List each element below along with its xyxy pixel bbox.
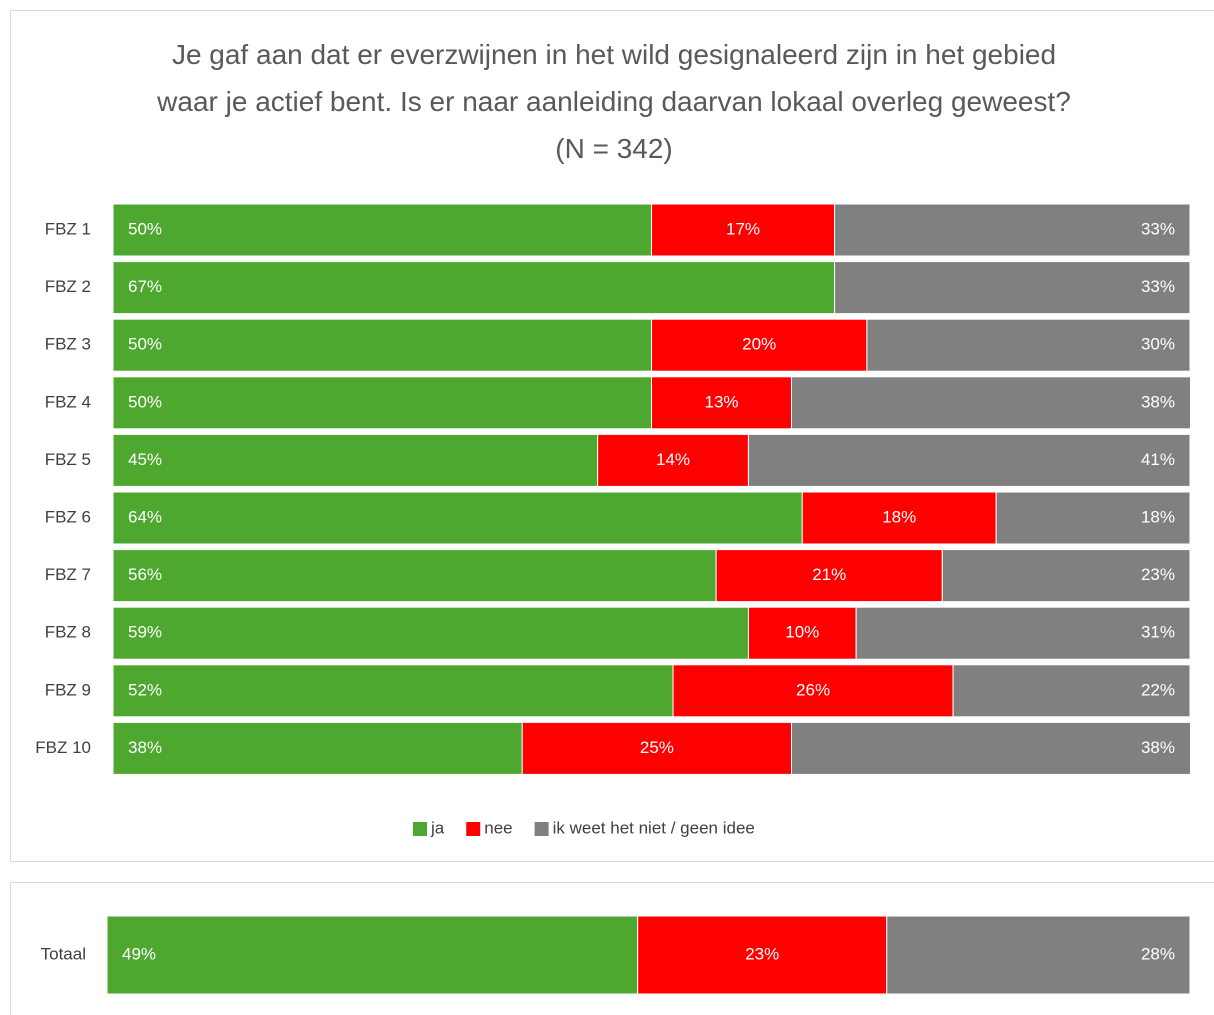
category-label: FBZ 7: [45, 565, 91, 584]
bar-segment: [597, 433, 749, 487]
data-label: 26%: [796, 680, 830, 699]
data-label: 17%: [726, 219, 760, 238]
bar-segment: [113, 606, 749, 660]
data-label: 33%: [1141, 277, 1175, 296]
legend-swatch: [534, 822, 549, 836]
bars: [107, 915, 1190, 995]
bar-segment: [801, 491, 997, 545]
data-label: 64%: [128, 507, 162, 526]
bar-segment: [866, 318, 1190, 372]
chart-title: Je gaf aan dat er everzwijnen in het wil…: [156, 39, 1071, 164]
data-label: 10%: [785, 623, 819, 642]
data-label: 50%: [128, 219, 162, 238]
bar-segment: [834, 203, 1190, 257]
bar-segment: [995, 491, 1190, 545]
data-label: 18%: [1141, 507, 1175, 526]
legend-label: nee: [484, 818, 512, 837]
category-label: FBZ 2: [45, 277, 91, 296]
category-label: FBZ 6: [45, 507, 91, 526]
category-label: FBZ 5: [45, 450, 91, 469]
data-label: 25%: [640, 738, 674, 757]
bar-segment: [715, 549, 943, 603]
category-label: FBZ 4: [45, 392, 91, 411]
data-label: 49%: [122, 944, 156, 963]
data-label: 21%: [812, 565, 846, 584]
data-label: 28%: [1141, 944, 1175, 963]
category-label: FBZ 8: [45, 623, 91, 642]
data-label: 18%: [882, 507, 916, 526]
legend-label: ik weet het niet / geen idee: [553, 818, 755, 837]
data-label: 38%: [1141, 392, 1175, 411]
bar-segment: [113, 721, 523, 775]
bar-segment: [747, 606, 857, 660]
bar-segment: [672, 664, 954, 718]
data-label: 59%: [128, 623, 162, 642]
bar-segment: [886, 915, 1190, 995]
bars: [113, 203, 1190, 775]
data-label: 20%: [742, 335, 776, 354]
legend-label: ja: [430, 818, 445, 837]
bar-segment: [651, 376, 793, 430]
data-label: 14%: [656, 450, 690, 469]
category-label: Totaal: [41, 944, 86, 963]
bar-segment: [113, 664, 674, 718]
data-label: 23%: [1141, 565, 1175, 584]
data-label: 52%: [128, 680, 162, 699]
data-label: 45%: [128, 450, 162, 469]
bar-segment: [834, 261, 1190, 315]
category-label: FBZ 10: [35, 738, 91, 757]
data-label: 30%: [1141, 335, 1175, 354]
data-label: 38%: [128, 738, 162, 757]
bar-segment: [113, 376, 652, 430]
bar-segment: [107, 915, 639, 995]
bar-segment: [651, 203, 836, 257]
category-label: FBZ 9: [45, 680, 91, 699]
data-label: 31%: [1141, 623, 1175, 642]
bar-segment: [941, 549, 1190, 603]
legend-swatch: [466, 822, 481, 836]
bar-segment: [637, 915, 888, 995]
data-label: 33%: [1141, 219, 1175, 238]
data-label: 23%: [745, 944, 779, 963]
bar-segment: [651, 318, 868, 372]
bar-segment: [521, 721, 793, 775]
bar-segment: [791, 376, 1190, 430]
bar-segment: [113, 318, 652, 372]
category-label: FBZ 3: [45, 335, 91, 354]
bar-segment: [791, 721, 1190, 775]
data-label: 22%: [1141, 680, 1175, 699]
data-label: 56%: [128, 565, 162, 584]
bar-segment: [113, 203, 652, 257]
bar-segment: [747, 433, 1190, 487]
category-label: FBZ 1: [45, 219, 91, 238]
data-label: 50%: [128, 392, 162, 411]
data-label: 67%: [128, 277, 162, 296]
bar-segment: [113, 261, 836, 315]
data-label: 41%: [1141, 450, 1175, 469]
data-label: 50%: [128, 335, 162, 354]
bar-segment: [113, 491, 803, 545]
bar-segment: [855, 606, 1190, 660]
bar-segment: [952, 664, 1190, 718]
bar-segment: [113, 433, 599, 487]
data-label: 13%: [704, 392, 738, 411]
legend-swatch: [413, 822, 427, 836]
bar-segment: [113, 549, 717, 603]
data-label: 38%: [1141, 738, 1175, 757]
